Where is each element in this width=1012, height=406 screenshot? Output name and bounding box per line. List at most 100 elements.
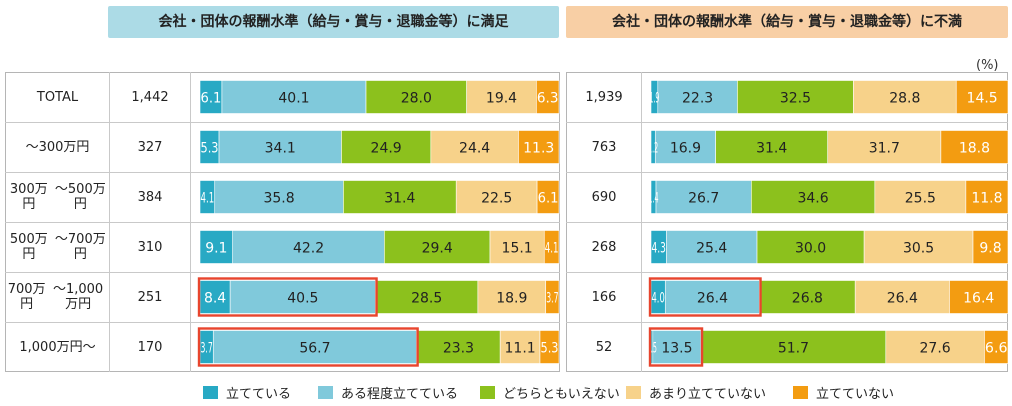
data-label: 6.6 — [985, 341, 1008, 357]
bar-segment — [232, 230, 385, 264]
data-label: 11.8 — [971, 191, 1002, 207]
legend-swatch — [203, 385, 218, 399]
category-label-line: TOTAL — [36, 89, 79, 105]
data-label: 23.3 — [443, 341, 474, 357]
data-label: 30.5 — [903, 241, 934, 257]
sample-size: 763 — [591, 139, 617, 155]
legend-label: 立てている — [226, 386, 292, 402]
legend-swatch — [626, 385, 641, 399]
category-label: 700万円 ～1,000万円 — [6, 272, 109, 322]
bar-segment — [965, 180, 1009, 214]
legend-item: 立てている — [203, 383, 292, 402]
bar-segment — [863, 230, 974, 264]
legend-swatch — [318, 385, 333, 399]
category-label-line: ～500万円 — [54, 182, 106, 212]
data-label: 40.1 — [278, 91, 309, 107]
sample-size: 327 — [137, 139, 163, 155]
data-label: 25.5 — [905, 191, 936, 207]
data-label: 26.7 — [688, 191, 719, 207]
row-divider — [566, 272, 1008, 273]
bar-segment — [657, 80, 738, 114]
row-divider — [5, 322, 560, 323]
bar-segment — [375, 280, 479, 314]
bar-segment — [229, 280, 376, 314]
data-label: 32.5 — [780, 91, 811, 107]
data-label: 28.8 — [889, 91, 920, 107]
sample-size: 1,442 — [131, 89, 169, 105]
category-label-line: 1,000万円 — [19, 339, 83, 355]
data-label: 29.4 — [422, 241, 453, 257]
bar-segment — [984, 330, 1009, 364]
sample-size: 310 — [137, 239, 163, 255]
bar-segment — [664, 280, 760, 314]
unit-label: (%) — [976, 58, 999, 73]
data-label: 1.9 — [649, 91, 659, 107]
bar-segment — [489, 230, 545, 264]
data-label: 6.3 — [537, 91, 559, 107]
data-label: 19.4 — [486, 91, 517, 107]
col-divider — [109, 72, 110, 372]
bar-segment — [536, 80, 560, 114]
data-label: 26.8 — [792, 291, 823, 307]
category-label-line: ～700万円 — [54, 232, 106, 262]
legend-label: あまり立てていない — [649, 386, 767, 402]
legend-item: ある程度立てている — [318, 383, 458, 402]
header-dissatisfied: 会社・団体の報酬水準（給与・賞与・退職金等）に不満 — [566, 6, 1008, 38]
highlight-box — [648, 327, 704, 367]
bar-segment — [955, 80, 1009, 114]
category-label: TOTAL — [6, 72, 109, 122]
bar-segment — [654, 130, 716, 164]
data-label: 9.8 — [979, 241, 1001, 257]
data-label: 24.9 — [371, 141, 402, 157]
bar-segment — [949, 280, 1009, 314]
data-label: 4.0 — [651, 291, 664, 307]
bar-segment — [539, 330, 560, 364]
data-label: 18.9 — [496, 291, 527, 307]
highlight-box — [197, 277, 378, 317]
bar-segment — [853, 80, 957, 114]
data-label: 13.5 — [661, 341, 692, 357]
sample-size: 52 — [595, 339, 613, 355]
header-satisfied: 会社・団体の報酬水準（給与・賞与・退職金等）に満足 — [108, 6, 559, 38]
row-divider — [5, 172, 560, 173]
data-label: 11.3 — [523, 141, 554, 157]
data-label: 5.3 — [541, 341, 559, 357]
bar-segment — [666, 230, 758, 264]
bar-segment — [199, 280, 231, 314]
bar-segment — [518, 130, 560, 164]
data-label: 22.3 — [682, 91, 713, 107]
data-label: 4.1 — [545, 241, 559, 257]
data-label: 4.3 — [651, 241, 665, 257]
row-divider — [5, 122, 560, 123]
highlight-box — [648, 277, 762, 317]
data-label: 11.1 — [505, 341, 536, 357]
legend-item: あまり立てていない — [626, 383, 767, 402]
bar-segment — [972, 230, 1009, 264]
data-label: 26.4 — [887, 291, 918, 307]
bar-segment — [874, 180, 967, 214]
sample-size: 690 — [591, 189, 617, 205]
row-divider — [566, 222, 1008, 223]
sample-size: 268 — [591, 239, 617, 255]
bar-segment — [536, 180, 560, 214]
sample-size: 1,939 — [585, 89, 623, 105]
bar-segment — [341, 130, 432, 164]
row-divider — [566, 322, 1008, 323]
data-label: 0.5 — [647, 341, 657, 357]
bar-segment — [885, 330, 985, 364]
bar-segment — [214, 180, 344, 214]
bar-segment — [212, 330, 417, 364]
legend-item: どちらともいえない — [480, 383, 620, 402]
bar-segment — [715, 130, 829, 164]
bar-segment — [940, 130, 1009, 164]
data-label: 42.2 — [293, 241, 324, 257]
legend-swatch — [480, 385, 495, 399]
row-divider — [5, 222, 560, 223]
row-divider — [5, 272, 560, 273]
category-label-line: 700万円 — [7, 282, 46, 312]
data-label: 51.7 — [778, 341, 809, 357]
bar-segment — [854, 280, 950, 314]
data-label: 6.1 — [201, 91, 222, 107]
data-label: 16.4 — [963, 291, 994, 307]
